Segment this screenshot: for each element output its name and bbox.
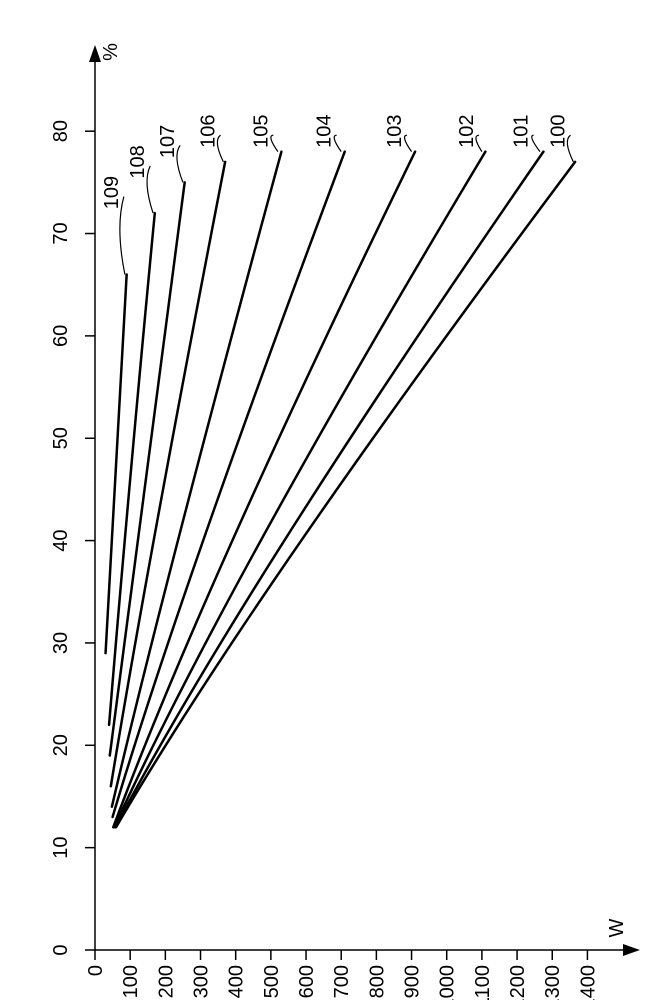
x-tick-label: 500	[261, 965, 283, 998]
curve-label-100: 100	[548, 114, 570, 147]
chart-container: %W01002003004005006007008009001000110012…	[0, 0, 662, 1000]
curve-label-106: 106	[198, 114, 220, 147]
x-tick-label: 300	[191, 965, 213, 998]
x-tick-label: 1000	[437, 965, 459, 1000]
y-tick-label: 50	[50, 427, 72, 449]
x-tick-label: 1300	[542, 965, 564, 1000]
x-tick-label: 1200	[507, 965, 529, 1000]
y-tick-label: 80	[50, 120, 72, 142]
y-tick-label: 20	[50, 734, 72, 756]
curve-label-107: 107	[157, 125, 179, 158]
chart-svg: %W01002003004005006007008009001000110012…	[0, 0, 662, 1000]
curve-label-103: 103	[384, 114, 406, 147]
x-tick-label: 700	[331, 965, 353, 998]
curve-label-105: 105	[250, 114, 272, 147]
x-axis-label: W	[606, 918, 628, 937]
y-axis-label: %	[100, 43, 122, 61]
y-tick-label: 10	[50, 837, 72, 859]
curve-label-108: 108	[127, 145, 149, 178]
curve-label-104: 104	[314, 114, 336, 147]
chart-bg	[0, 0, 662, 1000]
x-tick-label: 600	[296, 965, 318, 998]
x-tick-label: 900	[402, 965, 424, 998]
y-tick-label: 60	[50, 325, 72, 347]
y-tick-label: 0	[50, 944, 72, 955]
curve-label-101: 101	[511, 114, 533, 147]
x-tick-label: 100	[120, 965, 142, 998]
x-tick-label: 1400	[577, 965, 599, 1000]
x-tick-label: 800	[366, 965, 388, 998]
x-tick-label: 400	[226, 965, 248, 998]
y-tick-label: 40	[50, 529, 72, 551]
x-tick-label: 0	[85, 965, 107, 976]
y-tick-label: 30	[50, 632, 72, 654]
x-tick-label: 200	[155, 965, 177, 998]
curve-label-109: 109	[101, 176, 123, 209]
x-tick-label: 1100	[472, 965, 494, 1000]
y-tick-label: 70	[50, 222, 72, 244]
curve-label-102: 102	[456, 114, 478, 147]
